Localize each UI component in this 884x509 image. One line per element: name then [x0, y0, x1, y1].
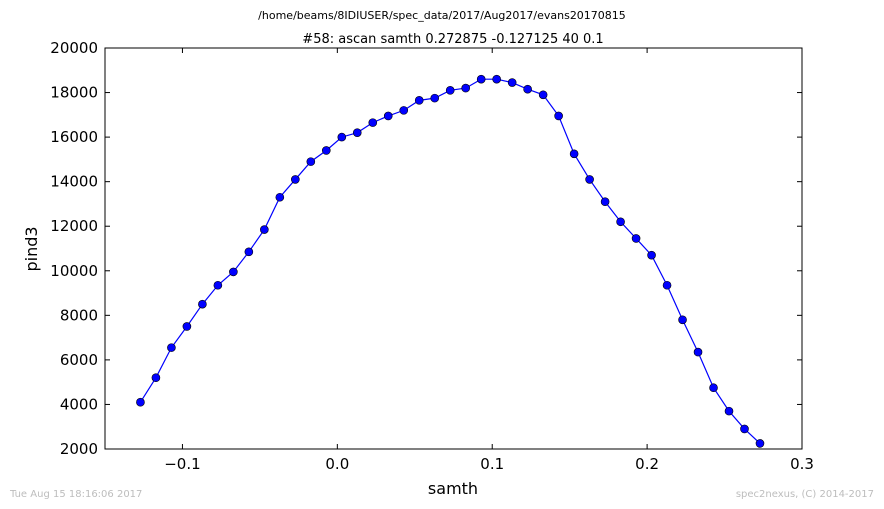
data-point [445, 86, 455, 95]
y-tick-label: 12000 [50, 217, 98, 235]
data-point [383, 111, 393, 121]
data-point [647, 250, 656, 260]
series-line [139, 78, 761, 444]
data-point [492, 74, 501, 84]
x-axis-label: samth [428, 479, 478, 498]
data-point [167, 343, 176, 352]
y-tick-label: 20000 [50, 39, 98, 57]
plot-area [104, 47, 803, 450]
data-point [693, 347, 703, 357]
data-point [368, 118, 378, 127]
x-tick-label: 0.2 [635, 455, 659, 473]
x-tick-label: 0.1 [480, 455, 504, 473]
data-point [709, 383, 718, 393]
y-tick-label: 16000 [50, 128, 98, 146]
data-point [291, 175, 300, 184]
data-point [476, 74, 486, 84]
y-tick-label: 2000 [60, 440, 98, 458]
data-point [554, 111, 563, 121]
y-axis: 2000 4000 6000 8000 10000 12000 14000 16000 1800… [50, 39, 802, 458]
data-point [414, 96, 424, 105]
data-point [616, 217, 625, 227]
series-markers [136, 74, 765, 448]
data-point [399, 106, 409, 115]
data-point [213, 280, 223, 290]
data-point [244, 247, 254, 257]
footer-timestamp: Tue Aug 15 18:16:06 2017 [10, 489, 143, 500]
data-point [198, 299, 207, 309]
chart-supertitle: /home/beams/8IDIUSER/spec_data/2017/Aug2… [258, 9, 626, 22]
data-point [260, 225, 269, 234]
data-point [507, 78, 517, 87]
y-tick-label: 4000 [60, 395, 98, 413]
data-point [306, 157, 316, 166]
data-point [678, 315, 687, 325]
data-point [724, 406, 734, 416]
chart-title: #58: ascan samth 0.272875 -0.127125 40 0… [302, 32, 603, 47]
x-axis: −0.1 0.0 0.1 0.2 0.3 [164, 48, 814, 473]
x-tick-label: 0.3 [790, 455, 814, 473]
x-tick-label: 0.0 [325, 455, 349, 473]
y-tick-label: 18000 [50, 84, 98, 102]
y-tick-label: 10000 [50, 262, 98, 280]
data-point [569, 149, 579, 159]
y-axis-label: pind3 [22, 226, 41, 271]
data-point [461, 83, 470, 93]
data-point [585, 175, 594, 184]
data-point [151, 373, 161, 383]
data-point [182, 322, 192, 331]
data-point [321, 146, 331, 155]
data-point [229, 267, 238, 277]
data-point [631, 234, 641, 243]
data-point [523, 84, 532, 94]
y-tick-label: 8000 [60, 306, 98, 324]
x-tick-label: −0.1 [164, 455, 200, 473]
data-point [538, 90, 548, 100]
data-point [136, 397, 145, 407]
footer-credit: spec2nexus, (C) 2014-2017 [735, 489, 874, 500]
data-point [755, 439, 765, 448]
y-tick-label: 14000 [50, 173, 98, 191]
data-point [740, 424, 749, 434]
data-point [337, 132, 347, 142]
data-point [352, 128, 362, 137]
y-tick-label: 6000 [60, 351, 98, 369]
data-point [430, 93, 440, 103]
data-point [600, 197, 610, 207]
data-point [275, 192, 285, 202]
data-point [662, 280, 672, 290]
